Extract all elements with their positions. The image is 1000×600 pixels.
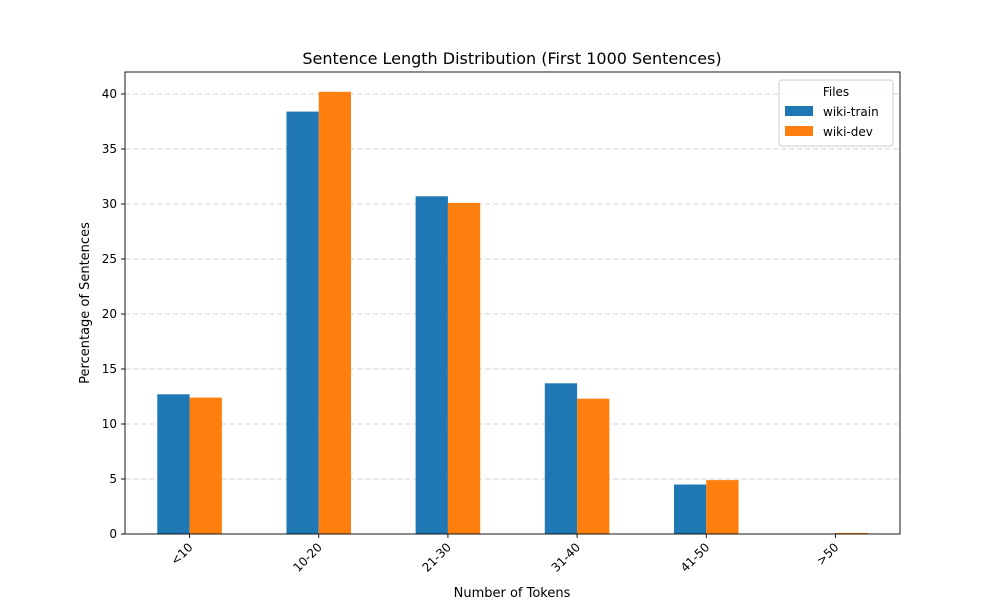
bar-wiki-train-4 <box>673 484 707 534</box>
x-tick-label: >50 <box>814 540 842 568</box>
y-tick-label: 5 <box>109 472 117 486</box>
legend-swatch-wiki-train <box>785 106 813 116</box>
y-tick-label: 15 <box>102 362 117 376</box>
bar-wiki-dev-5 <box>835 532 868 534</box>
y-tick-label: 30 <box>102 197 117 211</box>
bar-wiki-train-1 <box>286 111 319 534</box>
x-tick-label: 31-40 <box>549 540 584 575</box>
x-axis: <10 10-20 21-30 31-40 41-50 >50 <box>168 534 842 575</box>
plot-frame <box>124 71 901 535</box>
bar-wiki-dev-4 <box>706 480 739 534</box>
chart-title: Sentence Length Distribution (First 1000… <box>302 49 721 68</box>
y-tick-label: 35 <box>102 142 117 156</box>
legend-label-wiki-dev: wiki-dev <box>823 125 873 139</box>
bar-wiki-dev-3 <box>577 398 610 534</box>
bar-wiki-train-2 <box>415 196 448 535</box>
y-axis-label: Percentage of Sentences <box>78 222 93 384</box>
y-axis: 0 5 10 15 20 25 30 35 40 <box>102 87 125 541</box>
x-tick-label: <10 <box>168 540 196 568</box>
bar-wiki-dev-0 <box>189 397 222 534</box>
y-tick-label: 0 <box>109 527 117 541</box>
y-tick-label: 40 <box>102 87 117 101</box>
y-tick-label: 20 <box>102 307 117 321</box>
bar-wiki-train-3 <box>544 383 578 534</box>
bar-wiki-dev-2 <box>447 202 481 534</box>
legend-swatch-wiki-dev <box>785 126 813 136</box>
bar-wiki-dev-1 <box>318 91 352 535</box>
bar-wiki-train-0 <box>157 394 190 534</box>
x-tick-label: 10-20 <box>290 540 325 575</box>
x-axis-label: Number of Tokens <box>454 586 571 600</box>
x-tick-label: 21-30 <box>419 540 454 575</box>
legend-label-wiki-train: wiki-train <box>823 105 879 119</box>
y-tick-label: 10 <box>102 417 117 431</box>
legend: Files wiki-train wiki-dev <box>778 79 894 147</box>
y-grid <box>125 93 900 480</box>
legend-title: Files <box>823 85 849 99</box>
y-tick-label: 25 <box>102 252 117 266</box>
bars <box>157 91 868 535</box>
x-tick-label: 41-50 <box>678 540 713 575</box>
